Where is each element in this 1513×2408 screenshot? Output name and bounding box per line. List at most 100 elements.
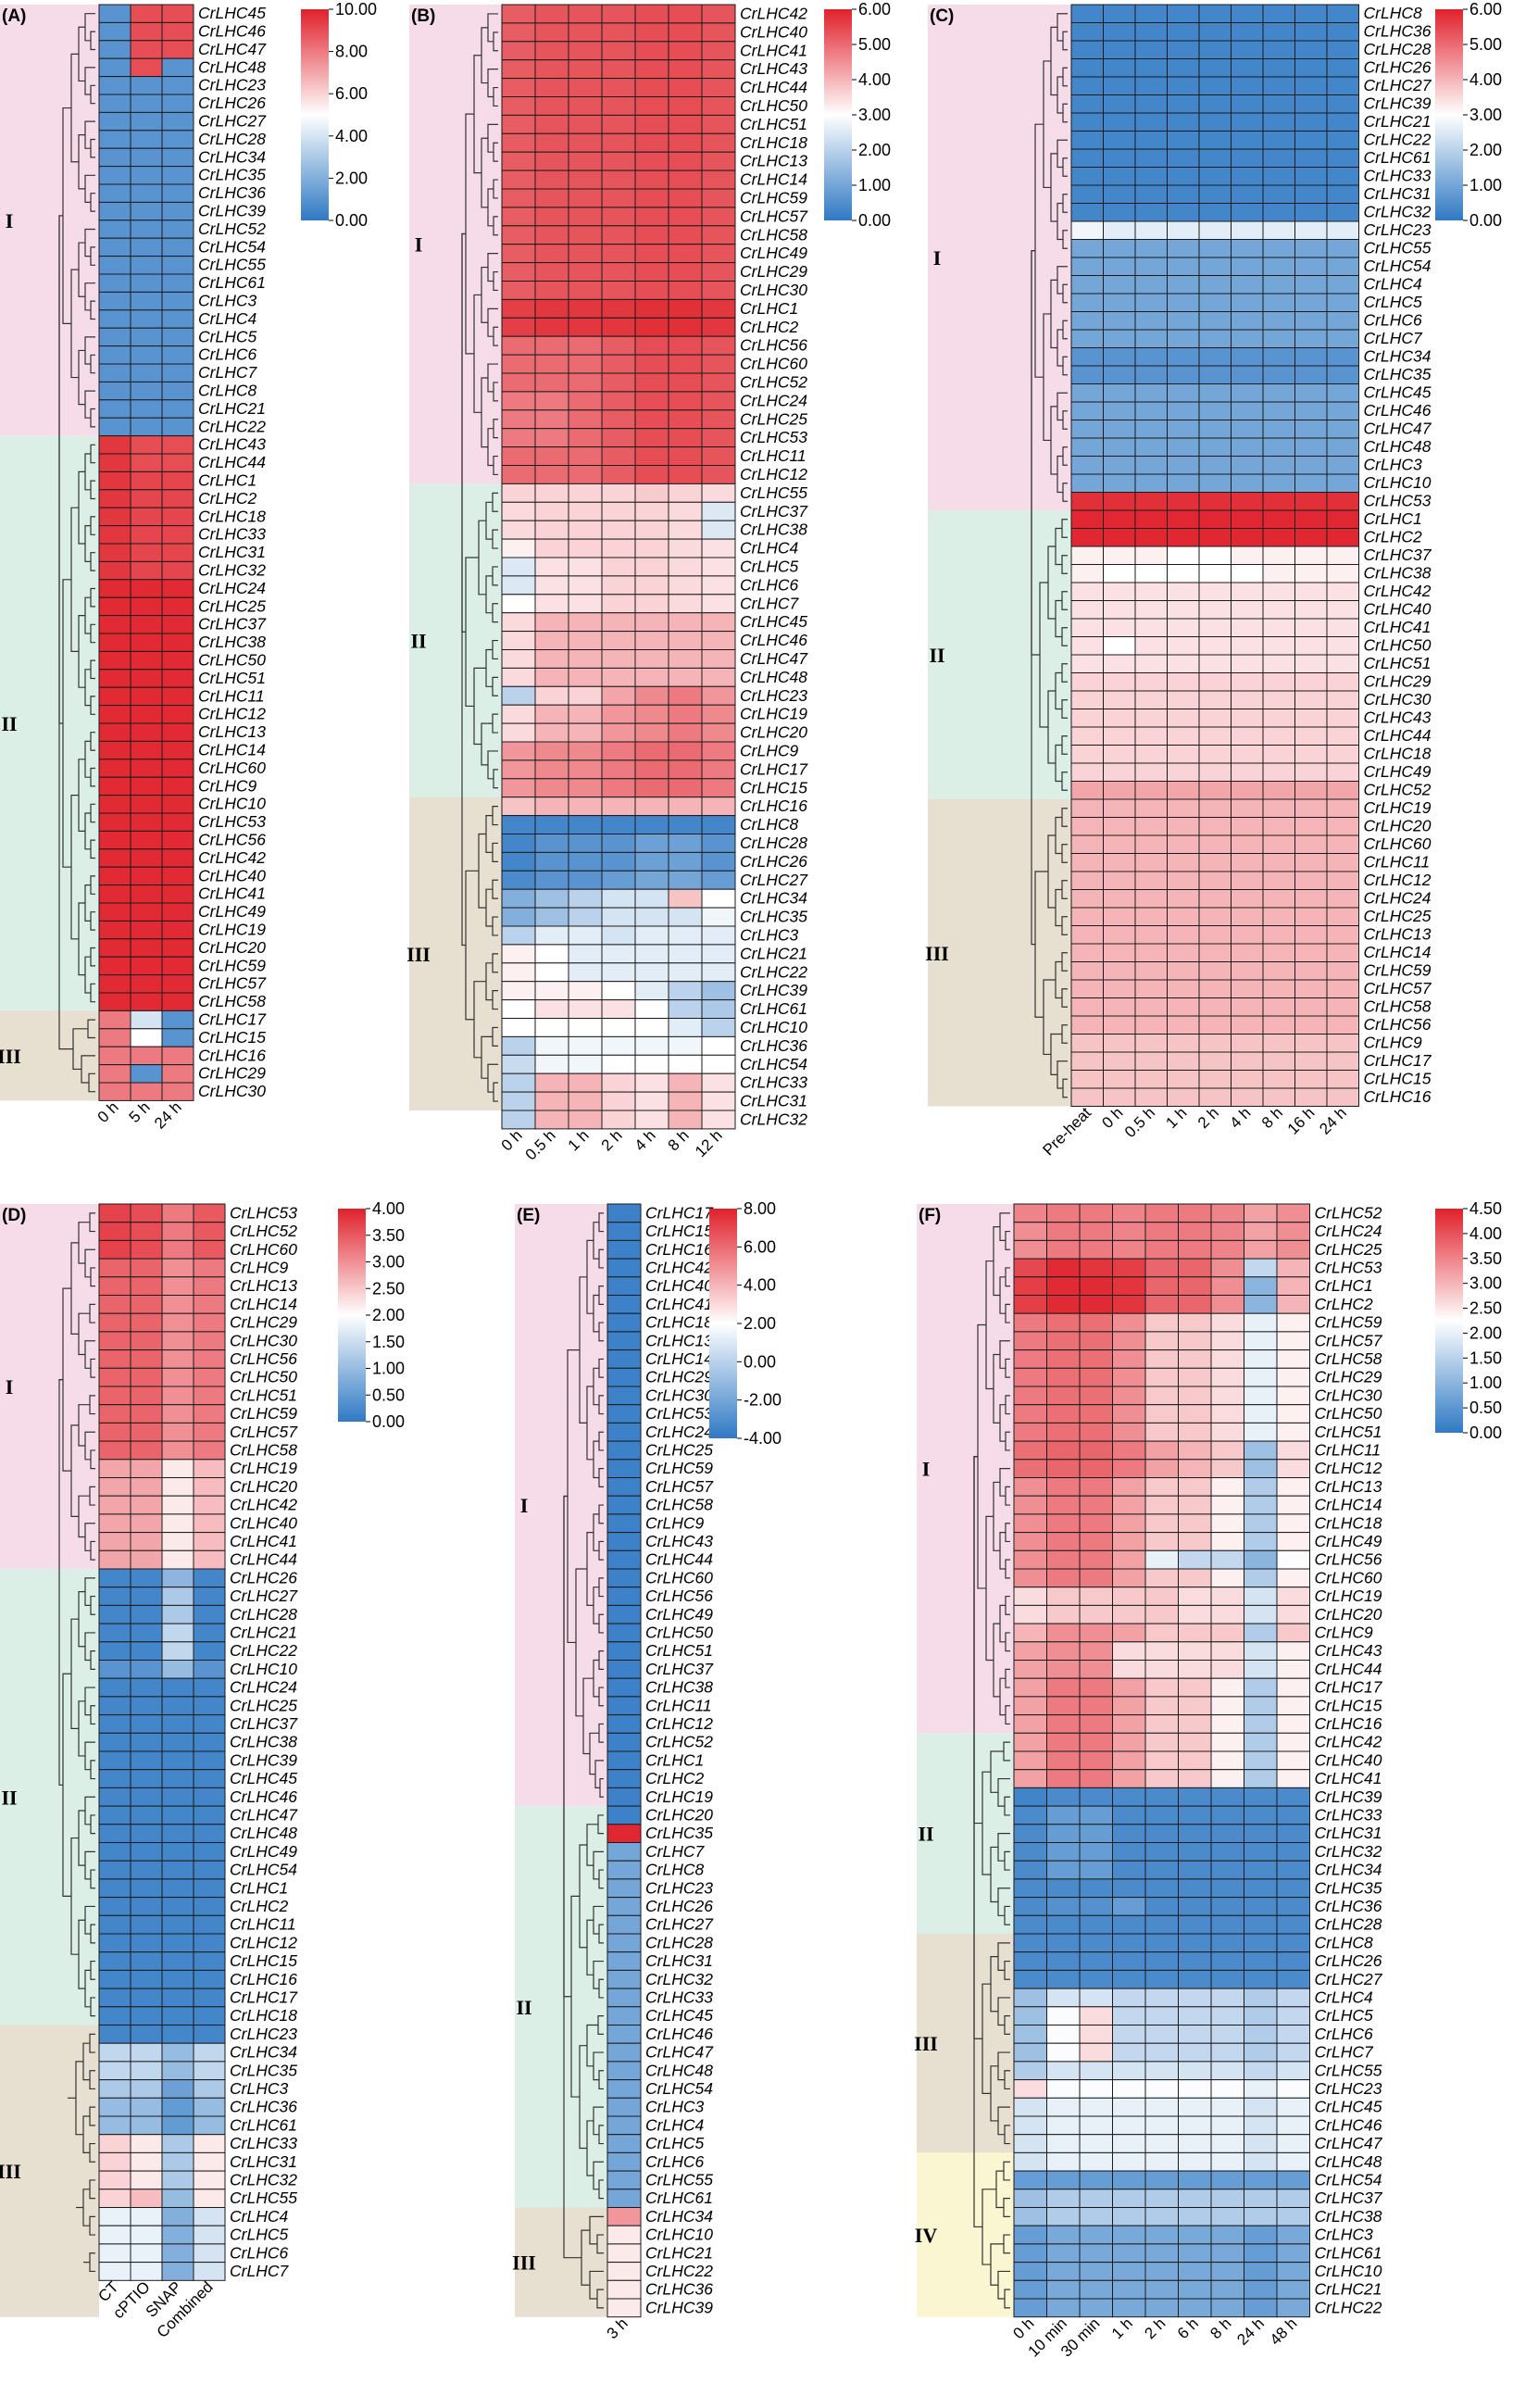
heatmap-cell bbox=[1198, 925, 1232, 945]
heatmap-cell bbox=[568, 96, 603, 116]
heatmap-cell bbox=[668, 1018, 703, 1037]
panel-label: (A) bbox=[2, 6, 26, 26]
heatmap-cell bbox=[1326, 1087, 1359, 1107]
heatmap-cell bbox=[1262, 672, 1295, 692]
heatmap-cell bbox=[568, 1091, 603, 1111]
heatmap-cell bbox=[1103, 672, 1136, 692]
heatmap-cell bbox=[1070, 961, 1104, 981]
heatmap-cell bbox=[634, 925, 669, 946]
heatmap-cell bbox=[1103, 167, 1136, 186]
heatmap-cell bbox=[130, 2042, 163, 2063]
heatmap-cell bbox=[1013, 1459, 1047, 1479]
heatmap-cell bbox=[1070, 600, 1104, 620]
heatmap-cell bbox=[161, 705, 194, 724]
heatmap-cell bbox=[1079, 1714, 1113, 1734]
heatmap-cell bbox=[1210, 2006, 1244, 2026]
heatmap-cell bbox=[193, 1604, 226, 1624]
heatmap-cell bbox=[601, 207, 636, 227]
gene-label: CrLHC24 bbox=[1364, 889, 1432, 908]
heatmap-cell bbox=[1210, 1660, 1244, 1679]
heatmap-cell bbox=[161, 2207, 194, 2226]
heatmap-cell bbox=[668, 281, 703, 300]
column-label: 24 h bbox=[151, 1098, 185, 1133]
heatmap-cell bbox=[601, 151, 636, 171]
heatmap-cell bbox=[1198, 4, 1232, 23]
heatmap-cell bbox=[1326, 889, 1359, 909]
heatmap-cell bbox=[1112, 1750, 1146, 1771]
heatmap-cell bbox=[534, 244, 569, 264]
heatmap-cell bbox=[1167, 329, 1200, 348]
heatmap-cell bbox=[1167, 275, 1200, 295]
heatmap-cell bbox=[1210, 2134, 1244, 2153]
gene-label: CrLHC29 bbox=[230, 1313, 297, 1332]
gene-label: CrLHC16 bbox=[1315, 1714, 1382, 1733]
heatmap-cell bbox=[1013, 1878, 1047, 1899]
heatmap-cell bbox=[1262, 1087, 1295, 1107]
heatmap-cell bbox=[161, 1010, 194, 1030]
heatmap-cell bbox=[1070, 672, 1104, 692]
gene-label: CrLHC10 bbox=[1315, 2262, 1382, 2280]
heatmap-cell bbox=[1178, 1276, 1212, 1297]
heatmap-cell bbox=[1244, 1860, 1278, 1880]
heatmap-cell bbox=[1276, 1914, 1310, 1935]
heatmap-cell bbox=[98, 2061, 131, 2081]
heatmap-cell bbox=[193, 2025, 226, 2044]
heatmap-cell bbox=[1198, 257, 1232, 276]
heatmap-cell bbox=[161, 201, 194, 221]
heatmap-cell bbox=[1276, 1495, 1310, 1515]
heatmap-cell bbox=[1013, 1549, 1047, 1570]
heatmap-cell bbox=[1294, 997, 1328, 1017]
heatmap-cell bbox=[1244, 1878, 1278, 1899]
heatmap-cell bbox=[1294, 907, 1328, 926]
heatmap-cell bbox=[1276, 1239, 1310, 1260]
heatmap-cell bbox=[1144, 1860, 1179, 1880]
heatmap-cell bbox=[701, 207, 736, 227]
heatmap-cell bbox=[1079, 1914, 1113, 1935]
gene-label: CrLHC21 bbox=[645, 2243, 713, 2262]
heatmap-cell bbox=[701, 851, 736, 872]
heatmap-cell bbox=[1326, 293, 1359, 312]
heatmap-cell bbox=[1276, 2207, 1310, 2226]
heatmap-cell bbox=[501, 446, 536, 467]
gene-label: CrLHC29 bbox=[198, 1064, 266, 1083]
heatmap-cell bbox=[161, 938, 194, 958]
heatmap-cell bbox=[1178, 2115, 1212, 2136]
heatmap-cell bbox=[98, 1440, 131, 1461]
heatmap-cell bbox=[130, 1440, 163, 1461]
heatmap-cell bbox=[1198, 798, 1232, 818]
gene-label: CrLHC21 bbox=[230, 1623, 297, 1641]
heatmap-cell bbox=[1178, 1660, 1212, 1679]
heatmap-cell bbox=[98, 1495, 131, 1515]
gene-label: CrLHC42 bbox=[230, 1496, 297, 1514]
heatmap-cell bbox=[1144, 1459, 1179, 1479]
heatmap-cell bbox=[193, 1440, 226, 1461]
heatmap-cell bbox=[1103, 257, 1136, 276]
heatmap-cell bbox=[668, 999, 703, 1019]
heatmap-cell bbox=[1326, 961, 1359, 981]
heatmap-cell bbox=[1046, 1239, 1081, 1260]
column-label: 1 h bbox=[1108, 2314, 1136, 2342]
heatmap-cell bbox=[1231, 22, 1264, 42]
heatmap-cell bbox=[1144, 2262, 1179, 2281]
heatmap-cell bbox=[130, 57, 163, 78]
heatmap-cell bbox=[1144, 1312, 1179, 1333]
legend-tick: -2.00 bbox=[744, 1391, 782, 1410]
heatmap-cell bbox=[701, 649, 736, 669]
heatmap-cell bbox=[1046, 2025, 1081, 2044]
gene-label: CrLHC8 bbox=[645, 1861, 704, 1879]
gene-label: CrLHC47 bbox=[645, 2043, 714, 2062]
heatmap-cell bbox=[1326, 726, 1359, 746]
heatmap-cell bbox=[1262, 4, 1295, 23]
heatmap-cell bbox=[1231, 239, 1264, 258]
heatmap-cell bbox=[1079, 1532, 1113, 1551]
heatmap-cell bbox=[1167, 781, 1200, 800]
heatmap-cell bbox=[1167, 546, 1200, 565]
gene-label: CrLHC9 bbox=[1364, 1034, 1422, 1052]
gene-label: CrLHC52 bbox=[1364, 781, 1432, 799]
panel-d-heatmap: IIIIIICrLHC53CrLHC52CrLHC60CrLHC9CrLHC13… bbox=[0, 1199, 405, 2341]
heatmap-cell bbox=[1046, 1805, 1081, 1825]
heatmap-cell bbox=[161, 1549, 194, 1570]
column-label: 0.5 h bbox=[522, 1126, 559, 1163]
gene-label: CrLHC50 bbox=[1315, 1404, 1382, 1423]
heatmap-cell bbox=[501, 870, 536, 890]
